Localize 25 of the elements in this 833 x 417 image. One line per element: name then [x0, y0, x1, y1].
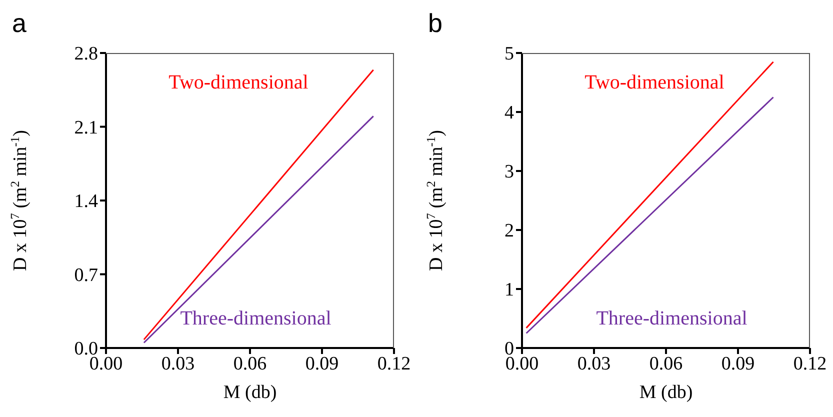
x-tick-label: 0.09 [721, 353, 755, 374]
x-tick-label: 0.03 [161, 353, 195, 374]
x-tick-label: 0.09 [305, 353, 339, 374]
x-axis-title: M (db) [639, 382, 693, 403]
y-tick-label: 1.4 [74, 191, 98, 212]
series-label: Two-dimensional [168, 71, 308, 94]
series-label: Three-dimensional [180, 307, 332, 330]
y-tick-label: 2 [504, 220, 514, 242]
y-tick-label: 2.1 [74, 117, 98, 138]
y-tick-label: 4 [504, 102, 514, 124]
y-tick-label: 1 [504, 280, 514, 301]
x-tick-label: 0.12 [793, 353, 827, 374]
y-tick-label: 2.8 [74, 44, 98, 65]
y-tick-label: 3 [504, 162, 514, 183]
x-tick-label: 0.06 [649, 353, 683, 374]
chart-title: b [428, 8, 442, 39]
y-tick-label: 0.7 [74, 264, 98, 286]
x-tick-label: 0.12 [377, 353, 411, 374]
x-tick-label: 0.03 [577, 353, 611, 374]
x-tick-label: 0.06 [233, 353, 267, 374]
y-tick-label: 5 [504, 44, 514, 65]
chart-title: a [12, 8, 26, 39]
x-axis-title: M (db) [223, 382, 277, 403]
series-label: Two-dimensional [584, 71, 724, 94]
series-label: Three-dimensional [596, 307, 748, 330]
